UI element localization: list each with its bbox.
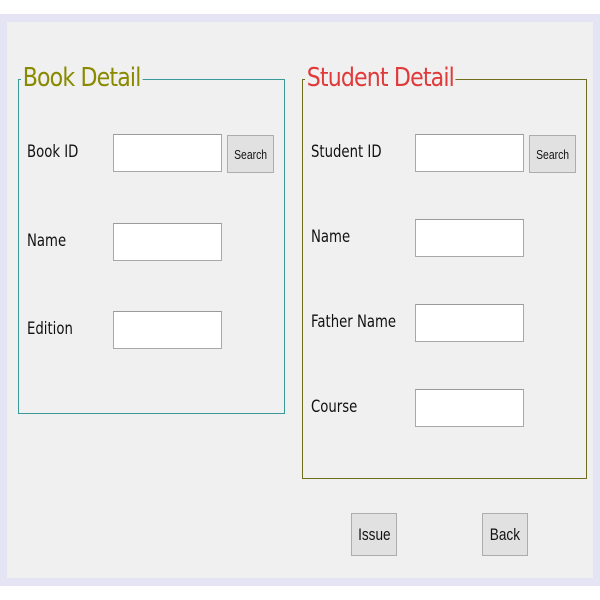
- father-name-label: Father Name: [311, 312, 397, 332]
- book-name-label: Name: [27, 231, 67, 251]
- book-name-input[interactable]: [113, 223, 222, 261]
- father-name-input[interactable]: [415, 304, 524, 342]
- content-panel: Book Detail Book ID Search Name Edition …: [7, 22, 593, 578]
- edition-input[interactable]: [113, 311, 222, 349]
- book-id-input[interactable]: [113, 134, 222, 172]
- book-id-label: Book ID: [27, 142, 79, 162]
- book-search-button[interactable]: Search: [227, 135, 274, 173]
- student-name-input[interactable]: [415, 219, 524, 257]
- issue-book-window: Book Detail Book ID Search Name Edition …: [0, 14, 600, 586]
- edition-label: Edition: [27, 319, 73, 339]
- student-detail-title: Student Detail: [305, 61, 456, 95]
- student-detail-group: Student Detail Student ID Search Name Fa…: [302, 61, 587, 479]
- student-search-button-label: Search: [536, 146, 569, 162]
- course-label: Course: [311, 397, 358, 417]
- book-search-button-label: Search: [234, 146, 267, 162]
- issue-button[interactable]: Issue: [351, 513, 397, 556]
- back-button-label: Back: [489, 524, 521, 544]
- student-name-label: Name: [311, 227, 351, 247]
- issue-button-label: Issue: [357, 524, 391, 544]
- course-input[interactable]: [415, 389, 524, 427]
- back-button[interactable]: Back: [482, 513, 528, 556]
- student-id-label: Student ID: [311, 142, 382, 162]
- student-id-input[interactable]: [415, 134, 524, 172]
- book-detail-title: Book Detail: [21, 61, 143, 95]
- book-detail-group: Book Detail Book ID Search Name Edition: [18, 61, 285, 414]
- student-search-button[interactable]: Search: [529, 135, 576, 173]
